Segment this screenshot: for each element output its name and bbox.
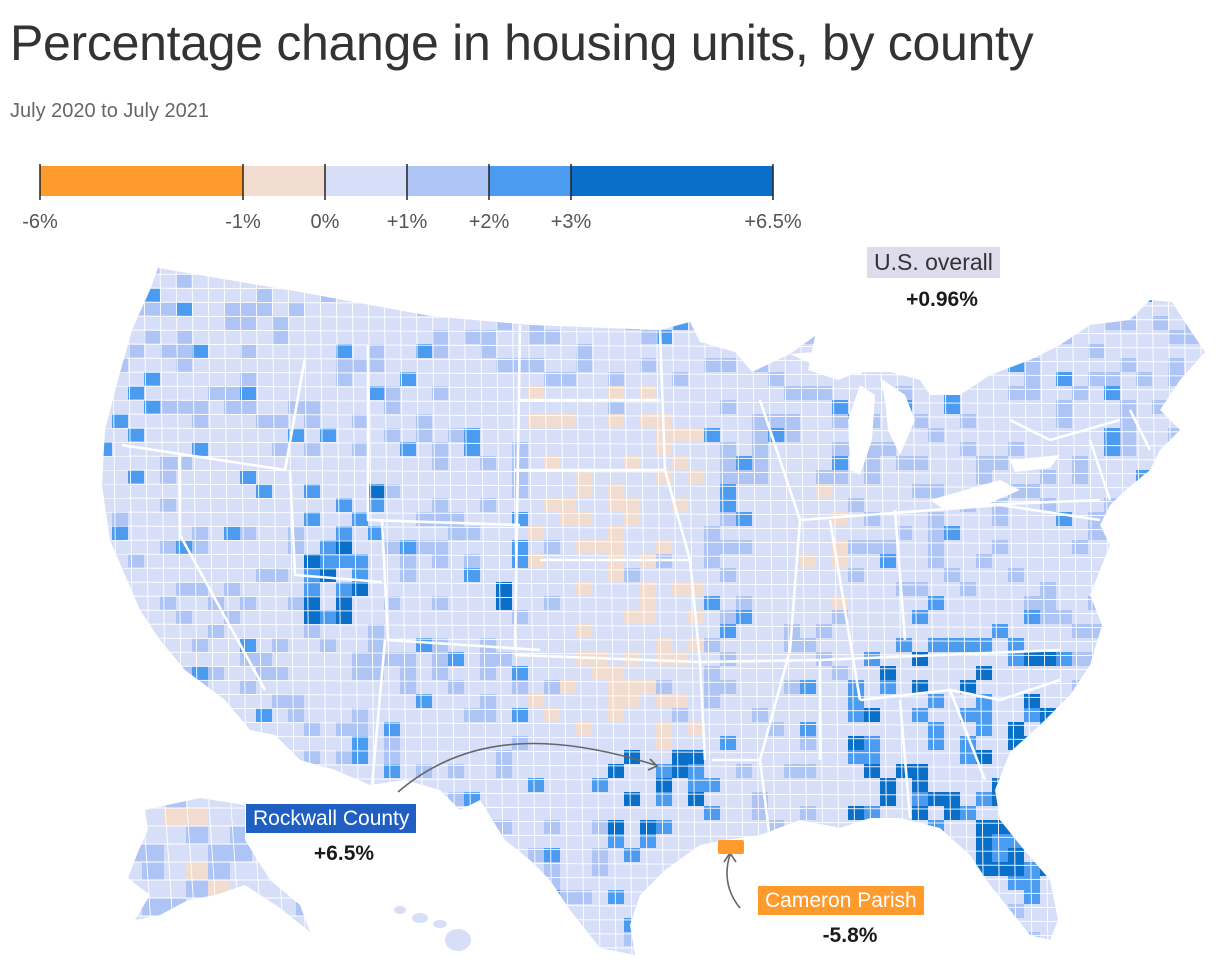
- page-subtitle: July 2020 to July 2021: [10, 100, 210, 122]
- legend-label-5: +3%: [551, 211, 592, 233]
- legend-swatch-3: [407, 166, 489, 196]
- legend-swatch-0: [40, 166, 243, 196]
- legend-swatch-1: [243, 166, 325, 196]
- rockwall-county-value: +6.5%: [313, 842, 375, 865]
- state-borders: [121, 324, 1152, 841]
- legend-ticks: [39, 164, 774, 200]
- color-legend: -6% -1% 0% +1% +2% +3% +6.5%: [22, 164, 802, 233]
- legend-label-1: -1%: [225, 211, 261, 233]
- rockwall-county-label: Rockwall County: [246, 804, 417, 833]
- legend-swatch-4: [489, 166, 571, 196]
- legend-label-6: +6.5%: [744, 211, 801, 233]
- legend-swatch-2: [325, 166, 407, 196]
- cameron-parish-label: Cameron Parish: [758, 886, 924, 915]
- legend-label-3: +1%: [387, 211, 428, 233]
- legend-label-0: -6%: [22, 211, 58, 233]
- us-overall-label: U.S. overall: [867, 247, 1000, 278]
- hawaii: [394, 906, 471, 951]
- legend-label-4: +2%: [469, 211, 510, 233]
- us-overall-value: +0.96%: [906, 288, 978, 311]
- great-lakes: [790, 350, 1060, 510]
- cameron-parish-value: -5.8%: [822, 924, 878, 947]
- legend-labels: -6% -1% 0% +1% +2% +3% +6.5%: [22, 211, 802, 233]
- cameron-parish-shape: [718, 840, 744, 854]
- page-title: Percentage change in housing units, by c…: [10, 15, 1034, 71]
- callout-arrows: [397, 742, 741, 909]
- legend-label-2: 0%: [311, 211, 340, 233]
- legend-swatch-5: [571, 166, 773, 196]
- legend-swatches: [40, 166, 773, 196]
